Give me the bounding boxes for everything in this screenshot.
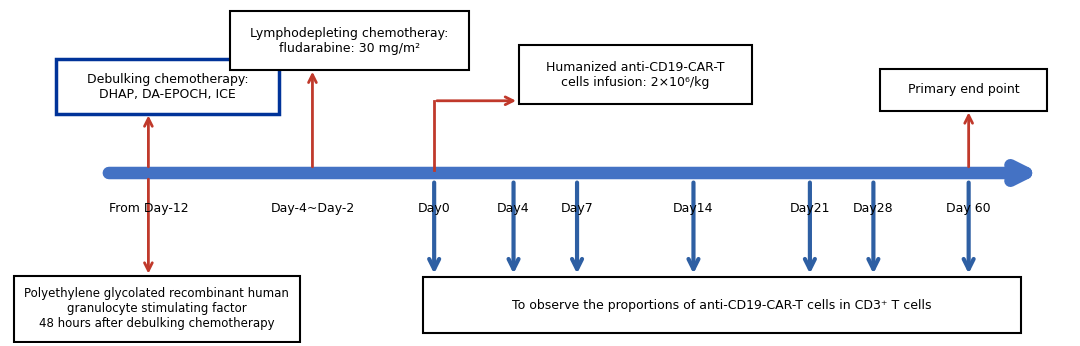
Text: From Day-12: From Day-12 — [109, 202, 188, 215]
Text: Polyethylene glycolated recombinant human
granulocyte stimulating factor
48 hour: Polyethylene glycolated recombinant huma… — [25, 287, 289, 330]
Text: Debulking chemotherapy:
DHAP, DA-EPOCH, ICE: Debulking chemotherapy: DHAP, DA-EPOCH, … — [86, 73, 248, 101]
Text: Day21: Day21 — [789, 202, 831, 215]
Text: Day14: Day14 — [673, 202, 714, 215]
Text: Day-4~Day-2: Day-4~Day-2 — [270, 202, 354, 215]
FancyBboxPatch shape — [518, 45, 752, 104]
Text: Day0: Day0 — [418, 202, 450, 215]
FancyBboxPatch shape — [14, 275, 300, 342]
Text: Day 60: Day 60 — [946, 202, 991, 215]
FancyBboxPatch shape — [230, 11, 469, 71]
Text: Primary end point: Primary end point — [907, 83, 1020, 97]
Text: Day28: Day28 — [853, 202, 894, 215]
Text: Day4: Day4 — [497, 202, 530, 215]
Text: To observe the proportions of anti-CD19-CAR-T cells in CD3⁺ T cells: To observe the proportions of anti-CD19-… — [512, 299, 932, 312]
Text: Day7: Day7 — [561, 202, 593, 215]
FancyBboxPatch shape — [423, 277, 1021, 333]
Text: Humanized anti-CD19-CAR-T
cells infusion: 2×10⁶/kg: Humanized anti-CD19-CAR-T cells infusion… — [546, 61, 725, 89]
FancyBboxPatch shape — [880, 69, 1047, 111]
Text: Lymphodepleting chemotheray:
fludarabine: 30 mg/m²: Lymphodepleting chemotheray: fludarabine… — [251, 27, 448, 55]
FancyBboxPatch shape — [56, 60, 279, 113]
